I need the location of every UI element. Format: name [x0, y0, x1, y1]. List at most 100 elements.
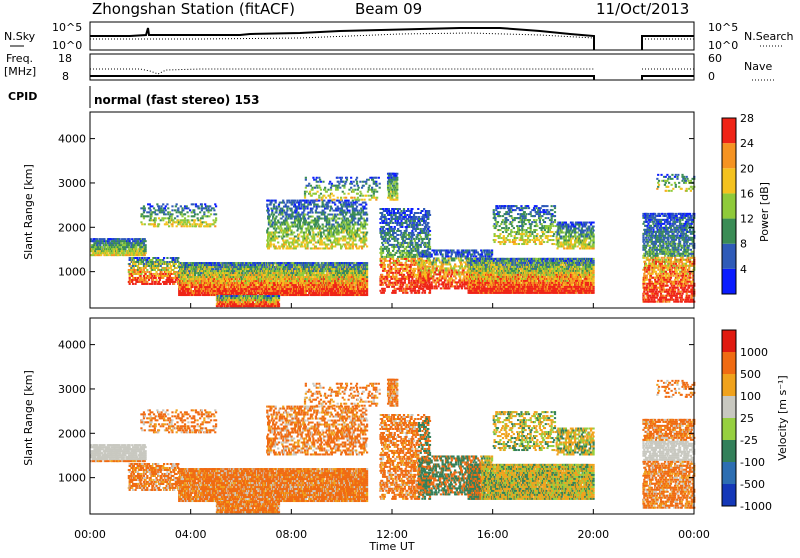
power-cell	[129, 277, 131, 279]
power-cell	[144, 207, 146, 209]
power-cell	[271, 224, 273, 226]
power-cell	[207, 207, 209, 209]
power-cell	[273, 206, 275, 208]
power-cell	[146, 283, 148, 285]
power-cell	[155, 277, 157, 279]
power-cell	[176, 211, 178, 213]
power-cell	[195, 203, 197, 205]
power-cell	[225, 286, 227, 288]
nave-label: Nave	[744, 60, 772, 73]
power-cell	[155, 261, 157, 263]
power-cell	[108, 240, 110, 242]
power-cell	[143, 275, 145, 277]
power-cell	[327, 294, 329, 296]
power-cell	[366, 282, 368, 284]
power-cell	[160, 219, 162, 221]
power-cell	[156, 213, 158, 215]
power-cell	[96, 238, 98, 240]
power-cell	[108, 254, 110, 256]
power-cell	[193, 221, 195, 223]
power-cell	[326, 272, 328, 274]
power-cell	[193, 209, 195, 211]
freq-trace-after-gap	[642, 76, 694, 80]
power-cell	[133, 267, 135, 269]
power-cell	[278, 245, 280, 247]
freq-tick-high: 18	[58, 52, 72, 65]
power-cell	[366, 286, 368, 288]
power-cell	[237, 303, 239, 305]
power-cell	[155, 217, 157, 219]
power-cell	[268, 235, 270, 237]
power-cell	[144, 257, 146, 259]
power-cell	[154, 269, 156, 271]
power-cell	[286, 222, 288, 224]
beam-label: Beam 09	[355, 0, 422, 18]
power-cell	[238, 280, 240, 282]
power-cell	[157, 267, 159, 269]
power-cell	[102, 242, 104, 244]
power-cell	[267, 228, 269, 230]
power-cell	[366, 278, 368, 280]
power-cell	[143, 269, 145, 271]
power-cell	[199, 219, 201, 221]
power-cell	[189, 209, 191, 211]
power-cell	[264, 266, 266, 268]
power-cell	[337, 278, 339, 280]
power-cell	[141, 223, 143, 225]
power-cell	[181, 215, 183, 217]
nave-tick-low: 0	[708, 70, 715, 83]
power-cell	[366, 274, 368, 276]
power-cell	[146, 281, 148, 283]
power-cell	[282, 200, 284, 202]
power-cell	[327, 274, 329, 276]
power-cell	[192, 286, 194, 288]
power-cell	[194, 219, 196, 221]
power-cell	[285, 204, 287, 206]
power-cell	[208, 215, 210, 217]
power-cell	[174, 259, 176, 261]
power-cell	[184, 219, 186, 221]
power-cell	[131, 275, 133, 277]
power-cell	[240, 295, 242, 297]
power-cell	[280, 226, 282, 228]
power-cell	[270, 243, 272, 245]
power-cell	[278, 235, 280, 237]
power-cell	[281, 214, 283, 216]
power-cell	[285, 216, 287, 218]
power-cell	[278, 303, 280, 305]
power-cell	[268, 210, 270, 212]
power-cell	[278, 228, 280, 230]
power-cell	[155, 263, 157, 265]
power-cell	[155, 275, 157, 277]
power-cell	[136, 250, 138, 252]
power-cell	[267, 237, 269, 239]
power-cell	[210, 209, 212, 211]
power-cell	[180, 205, 182, 207]
power-cell	[294, 276, 296, 278]
power-cell	[275, 228, 277, 230]
power-cell	[154, 273, 156, 275]
power-cell	[275, 218, 277, 220]
date-label: 11/Oct/2013	[596, 0, 689, 18]
power-cell	[281, 237, 283, 239]
power-cell	[144, 271, 146, 273]
power-cell	[134, 271, 136, 273]
power-cell	[149, 207, 151, 209]
power-cell	[213, 276, 215, 278]
power-cell	[171, 225, 173, 227]
power-cell	[354, 288, 356, 290]
power-cell	[201, 203, 203, 205]
power-cell	[153, 207, 155, 209]
power-cell	[177, 257, 179, 259]
power-cell	[140, 277, 142, 279]
power-cell	[162, 273, 164, 275]
freq-unit-label: [MHz]	[4, 65, 36, 78]
power-cell	[199, 294, 201, 296]
power-cell	[273, 214, 275, 216]
power-cell	[155, 281, 157, 283]
power-cell	[270, 202, 272, 204]
power-cell	[278, 206, 280, 208]
power-cell	[176, 225, 178, 227]
power-cell	[281, 212, 283, 214]
power-cell	[137, 265, 139, 267]
